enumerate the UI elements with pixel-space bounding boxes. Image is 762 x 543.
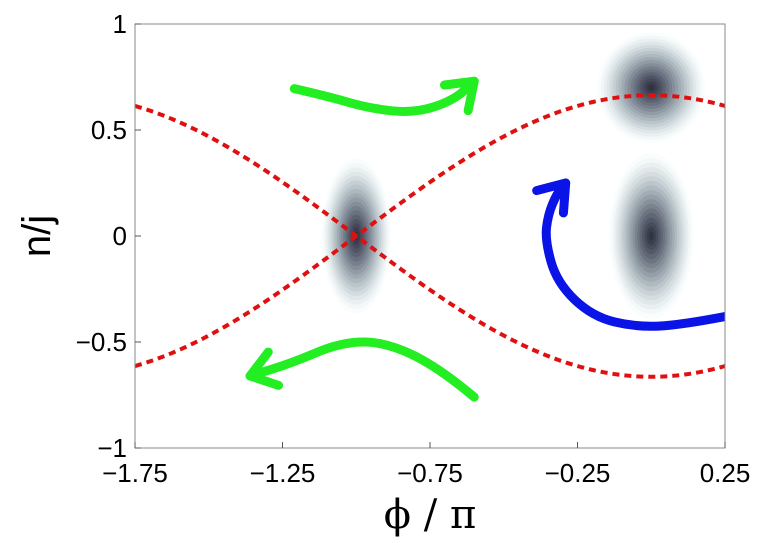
y-tick-label: −1 xyxy=(97,433,127,463)
blue-arrow xyxy=(532,178,725,331)
density-blob xyxy=(597,32,705,143)
density-blob xyxy=(321,158,391,314)
x-tick-label: −0.75 xyxy=(397,458,463,488)
separatrix-lower xyxy=(135,233,725,379)
x-axis-title: ϕ / π xyxy=(384,492,476,538)
arrow-shaft xyxy=(245,337,479,402)
arrow-head xyxy=(532,178,571,218)
arrow-shaft xyxy=(541,178,725,331)
x-tick-label: −0.25 xyxy=(545,458,611,488)
x-tick-label: −1.25 xyxy=(250,458,316,488)
x-tick-label: −1.75 xyxy=(102,458,168,488)
x-axis-ticks: −1.75 −1.25 −0.75 −0.25 0.25 xyxy=(102,442,750,488)
y-tick-label: 0 xyxy=(113,221,127,251)
y-tick-label: 1 xyxy=(113,9,127,39)
arrow-head xyxy=(439,76,479,116)
y-axis-ticks: 1 0.5 0 −0.5 −1 xyxy=(76,9,141,463)
arrow-shaft xyxy=(289,76,479,116)
y-tick-label: 0.5 xyxy=(91,115,127,145)
arrow-layer xyxy=(245,76,725,402)
separatrix-upper xyxy=(135,93,725,239)
x-tick-label: 0.25 xyxy=(700,458,751,488)
y-axis-title: n/j xyxy=(15,215,59,257)
separatrix-layer xyxy=(135,93,725,379)
arrow-head xyxy=(245,347,284,390)
density-layer xyxy=(321,32,705,319)
green-arrow-top xyxy=(289,76,479,116)
green-arrow-bottom xyxy=(245,337,479,402)
density-blob xyxy=(609,153,694,319)
y-tick-label: −0.5 xyxy=(76,327,127,357)
